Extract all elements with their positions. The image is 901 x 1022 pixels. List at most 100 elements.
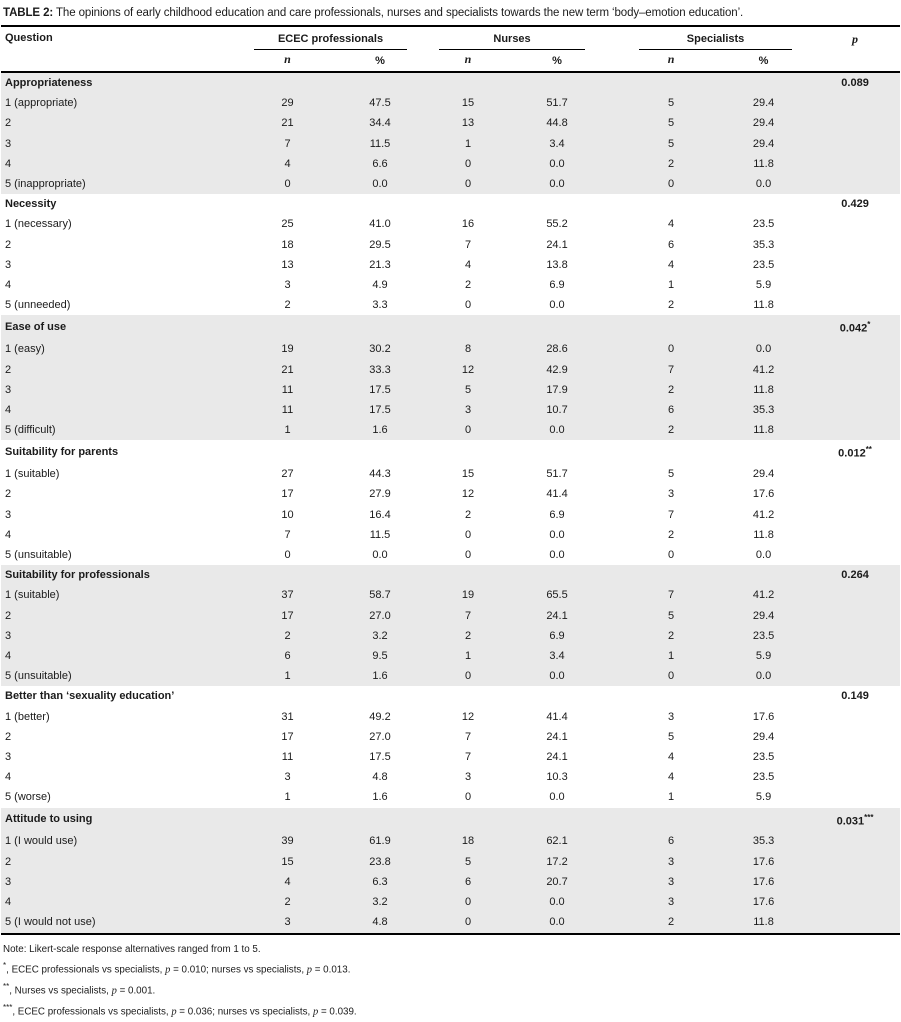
pct-value: 28.6 <box>511 339 603 359</box>
pct-value: 4.9 <box>335 275 425 295</box>
n-value: 1 <box>425 646 511 666</box>
p-value-empty <box>810 787 900 807</box>
p-value-empty <box>810 154 900 174</box>
n-value: 12 <box>425 484 511 504</box>
pct-value: 0.0 <box>511 420 603 440</box>
pct-value: 11.5 <box>335 134 425 154</box>
p-value-empty <box>810 852 900 872</box>
gap-cell <box>603 767 625 787</box>
footnote: **, Nurses vs specialists, p = 0.001. <box>3 981 898 1002</box>
n-value: 2 <box>240 626 335 646</box>
column-gap <box>603 26 625 50</box>
n-value: 3 <box>240 767 335 787</box>
n-value: 3 <box>625 892 717 912</box>
row-label: 1 (suitable) <box>1 585 240 605</box>
n-value: 0 <box>425 174 511 194</box>
p-value-empty <box>810 255 900 275</box>
row-label: 4 <box>1 525 240 545</box>
pct-value: 42.9 <box>511 360 603 380</box>
pct-value: 9.5 <box>335 646 425 666</box>
pct-value: 0.0 <box>717 666 810 686</box>
n-value: 17 <box>240 727 335 747</box>
pct-value: 24.1 <box>511 235 603 255</box>
n-value: 3 <box>240 912 335 933</box>
row-label: 2 <box>1 360 240 380</box>
n-value: 3 <box>625 872 717 892</box>
n-value: 1 <box>240 420 335 440</box>
gap-cell <box>603 912 625 933</box>
section-p-value: 0.429 <box>810 194 900 214</box>
gap-cell <box>603 626 625 646</box>
column-group-ecec: ECEC professionals <box>240 26 425 50</box>
n-value: 6 <box>625 400 717 420</box>
footnote: *, ECEC professionals vs specialists, p … <box>3 960 898 981</box>
n-value: 0 <box>425 912 511 933</box>
row-label: 3 <box>1 255 240 275</box>
n-value: 5 <box>625 93 717 113</box>
pct-value: 23.8 <box>335 852 425 872</box>
n-value: 2 <box>240 892 335 912</box>
p-value-empty <box>810 747 900 767</box>
gap-cell <box>603 339 625 359</box>
row-label: 5 (worse) <box>1 787 240 807</box>
p-value-empty <box>810 505 900 525</box>
pct-value: 11.5 <box>335 525 425 545</box>
footnote: ***, ECEC professionals vs specialists, … <box>3 1002 898 1022</box>
n-value: 7 <box>625 505 717 525</box>
pct-value: 41.2 <box>717 585 810 605</box>
row-label: 3 <box>1 626 240 646</box>
pct-value: 11.8 <box>717 912 810 933</box>
row-label: 1 (appropriate) <box>1 93 240 113</box>
row-label: 1 (easy) <box>1 339 240 359</box>
table-number: TABLE 2: <box>3 7 53 19</box>
pct-value: 17.6 <box>717 892 810 912</box>
pct-value: 4.8 <box>335 767 425 787</box>
pct-value: 35.3 <box>717 235 810 255</box>
gap-cell <box>603 113 625 133</box>
n-value: 0 <box>425 545 511 565</box>
pct-value: 17.2 <box>511 852 603 872</box>
n-value: 6 <box>625 831 717 851</box>
n-value: 4 <box>425 255 511 275</box>
gap-cell <box>603 464 625 484</box>
pct-value: 3.2 <box>335 626 425 646</box>
n-value: 15 <box>240 852 335 872</box>
gap-cell <box>603 831 625 851</box>
pct-value: 55.2 <box>511 214 603 234</box>
pct-value: 44.8 <box>511 113 603 133</box>
section-name: Better than ‘sexuality education’ <box>1 686 810 706</box>
row-label: 4 <box>1 154 240 174</box>
gap-cell <box>603 545 625 565</box>
n-value: 13 <box>240 255 335 275</box>
n-value: 3 <box>625 484 717 504</box>
pct-value: 1.6 <box>335 666 425 686</box>
n-value: 2 <box>625 295 717 315</box>
pct-value: 10.7 <box>511 400 603 420</box>
pct-value: 41.4 <box>511 707 603 727</box>
pct-value: 29.5 <box>335 235 425 255</box>
section-name: Ease of use <box>1 315 810 339</box>
p-value-empty <box>810 464 900 484</box>
p-value-empty <box>810 134 900 154</box>
pct-value: 29.4 <box>717 134 810 154</box>
n-value: 7 <box>425 747 511 767</box>
